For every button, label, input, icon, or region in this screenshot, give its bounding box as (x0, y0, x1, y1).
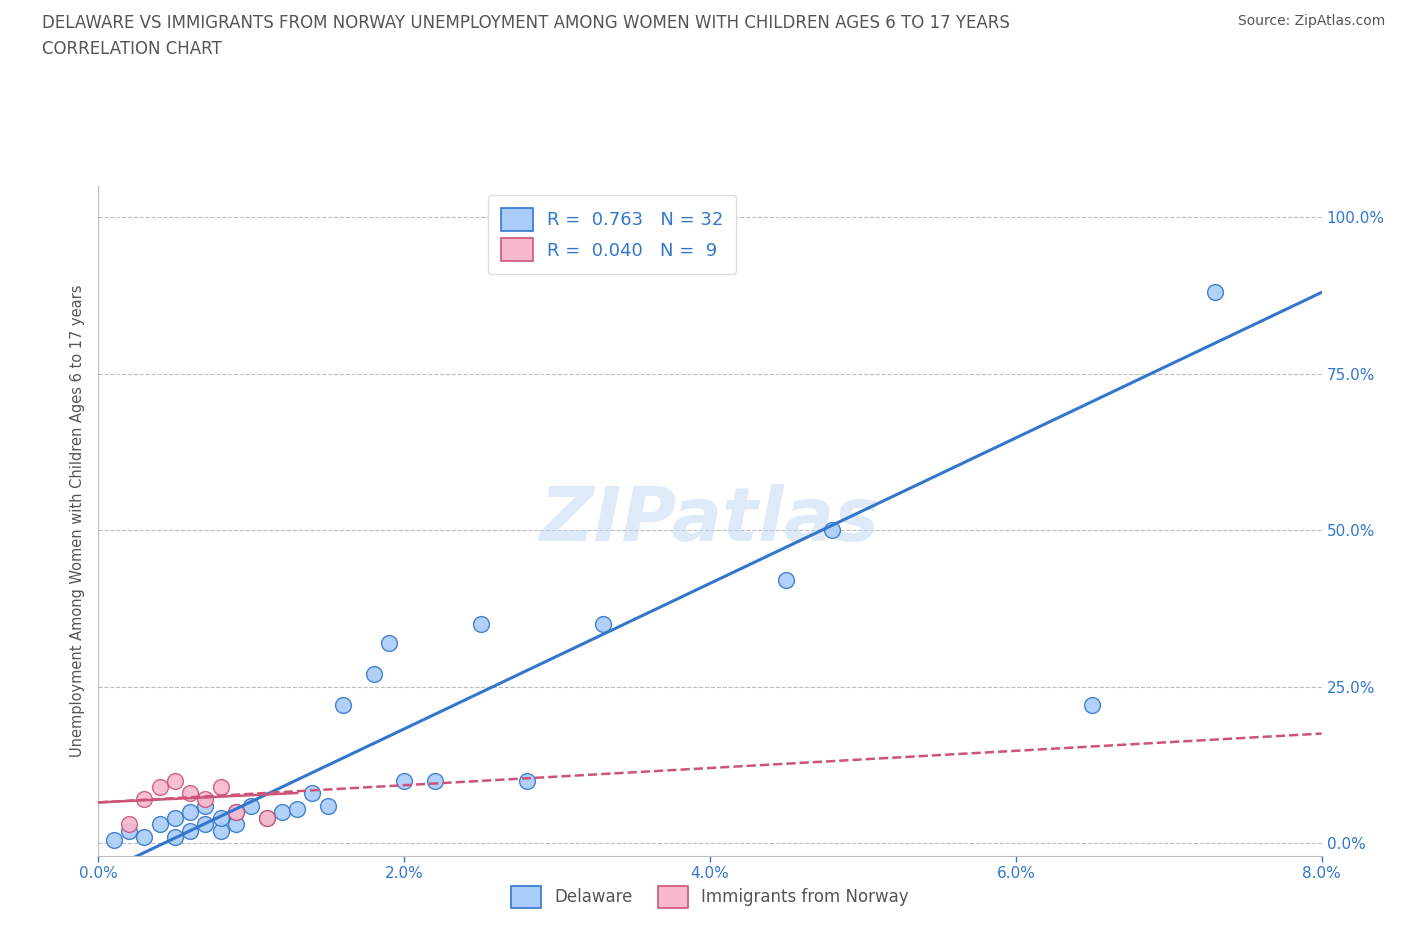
Point (179, 786, 201, 801)
Point (149, 779, 172, 794)
Point (316, 798, 339, 813)
Point (225, 817, 247, 831)
Text: CORRELATION CHART: CORRELATION CHART (42, 40, 222, 58)
Point (592, 617, 614, 631)
Point (209, 811, 232, 826)
Point (225, 804, 247, 819)
Point (378, 635, 401, 650)
Text: DELAWARE VS IMMIGRANTS FROM NORWAY UNEMPLOYMENT AMONG WOMEN WITH CHILDREN AGES 6: DELAWARE VS IMMIGRANTS FROM NORWAY UNEMP… (42, 14, 1010, 32)
Point (118, 817, 141, 831)
Point (1204, 285, 1226, 299)
Point (301, 786, 323, 801)
Point (163, 773, 186, 788)
Point (194, 798, 217, 813)
Point (225, 804, 247, 819)
Point (821, 523, 844, 538)
Point (194, 791, 217, 806)
Point (179, 823, 201, 838)
Point (163, 811, 186, 826)
Point (163, 830, 186, 844)
Text: Source: ZipAtlas.com: Source: ZipAtlas.com (1237, 14, 1385, 28)
Point (179, 804, 201, 819)
Point (194, 817, 217, 831)
Point (134, 830, 156, 844)
Point (363, 667, 385, 682)
Point (256, 811, 278, 826)
Point (270, 804, 294, 819)
Y-axis label: Unemployment Among Women with Children Ages 6 to 17 years: Unemployment Among Women with Children A… (69, 285, 84, 757)
Point (332, 698, 354, 713)
Point (516, 773, 538, 788)
Point (392, 773, 416, 788)
Point (134, 791, 156, 806)
Point (775, 573, 797, 588)
Text: ZIPatlas: ZIPatlas (540, 485, 880, 557)
Point (103, 832, 125, 847)
Point (423, 773, 446, 788)
Point (470, 617, 492, 631)
Point (256, 811, 278, 826)
Point (240, 798, 263, 813)
Point (149, 817, 172, 831)
Point (118, 823, 141, 838)
Point (285, 802, 308, 817)
Point (209, 779, 232, 794)
Point (1081, 698, 1104, 713)
Legend: Delaware, Immigrants from Norway: Delaware, Immigrants from Norway (505, 880, 915, 914)
Point (209, 823, 232, 838)
